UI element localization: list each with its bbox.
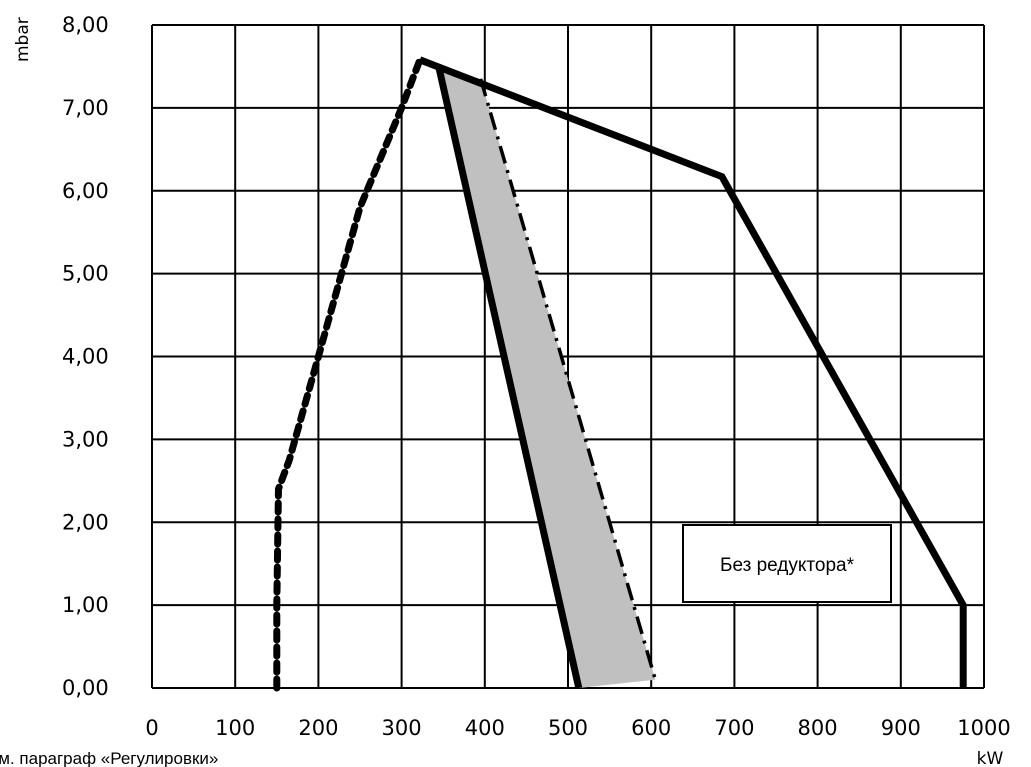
footnote: См. параграф «Регулировки» bbox=[0, 749, 218, 767]
y-tick-labels: 0,00 1,00 2,00 3,00 4,00 5,00 6,00 7,00 8,00 bbox=[62, 13, 109, 700]
shaded-operating-area bbox=[439, 68, 656, 689]
y-tick-label: 6,00 bbox=[62, 179, 109, 203]
y-tick-label: 4,00 bbox=[62, 345, 109, 369]
x-tick-label: 700 bbox=[714, 716, 754, 740]
shaded-region bbox=[439, 68, 656, 689]
y-tick-label: 0,00 bbox=[62, 676, 109, 700]
x-tick-label: 400 bbox=[465, 716, 505, 740]
x-axis-label: kW bbox=[977, 749, 1004, 767]
x-tick-labels: 0 100 200 300 400 500 600 700 800 900 1000 bbox=[145, 716, 1010, 740]
x-tick-label: 500 bbox=[548, 716, 588, 740]
annotation-text: Без редуктора* bbox=[720, 555, 855, 576]
annotation-box bbox=[682, 524, 892, 603]
x-tick-label: 800 bbox=[798, 716, 838, 740]
series-line-dotted bbox=[273, 56, 424, 692]
y-axis-label: mbar bbox=[13, 17, 33, 62]
x-tick-label: 0 bbox=[145, 716, 158, 740]
y-tick-label: 5,00 bbox=[62, 262, 109, 286]
x-tick-label: 600 bbox=[631, 716, 671, 740]
y-tick-label: 1,00 bbox=[62, 593, 109, 617]
series-lines bbox=[273, 56, 967, 692]
x-tick-label: 1000 bbox=[957, 716, 1010, 740]
y-tick-label: 3,00 bbox=[62, 427, 109, 451]
x-tick-label: 300 bbox=[382, 716, 422, 740]
y-tick-label: 7,00 bbox=[62, 96, 109, 120]
y-tick-label: 2,00 bbox=[62, 510, 109, 534]
series-line-solid bbox=[418, 56, 967, 688]
x-tick-label: 900 bbox=[881, 716, 921, 740]
series-line-solid bbox=[435, 67, 583, 689]
x-tick-label: 200 bbox=[298, 716, 338, 740]
y-tick-label: 8,00 bbox=[62, 13, 109, 37]
x-tick-label: 100 bbox=[215, 716, 255, 740]
